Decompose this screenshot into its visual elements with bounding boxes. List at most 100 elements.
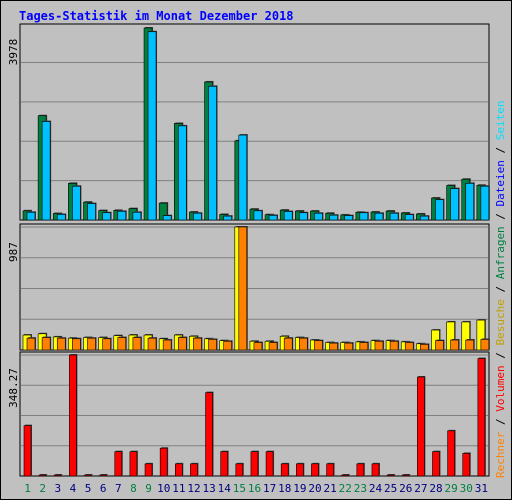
x-label-day-9: 9 xyxy=(145,482,152,495)
bar-rechner-14 xyxy=(223,340,232,351)
bar-volumen-19 xyxy=(296,463,304,477)
legend-part-2: Volumen xyxy=(494,365,507,411)
bar-dateien-20 xyxy=(314,212,323,221)
bar-volumen-31 xyxy=(477,358,486,477)
bar-rechner-17 xyxy=(268,342,278,351)
right-side-legend: Rechner / Volumen / Besuche / Anfragen /… xyxy=(494,100,507,478)
bar-rechner-19 xyxy=(299,337,308,351)
x-label-day-22: 22 xyxy=(339,482,352,495)
y-axis-labels: 3978 987 348.27 xyxy=(7,39,20,408)
bar-volumen-4 xyxy=(69,354,77,477)
bar-rechner-15 xyxy=(238,226,248,351)
bar-rechner-7 xyxy=(117,337,127,351)
x-label-day-21: 21 xyxy=(324,482,337,495)
x-label-day-28: 28 xyxy=(429,482,442,495)
x-label-day-20: 20 xyxy=(308,482,321,495)
bar-dateien-10 xyxy=(162,215,172,221)
bar-dateien-23 xyxy=(359,212,369,221)
bar-dateien-24 xyxy=(374,212,384,221)
chart-bars xyxy=(22,27,490,477)
x-label-day-12: 12 xyxy=(187,482,200,495)
bar-rechner-5 xyxy=(87,337,96,351)
legend-part-4: Besuche xyxy=(494,299,507,345)
x-axis-labels: 1 2 3 4 5 6 7 8 9 10 11 12 13 14 15 16 17 18 19 20 21 22 23 24 2… xyxy=(24,482,488,495)
bar-dateien-4 xyxy=(72,185,81,221)
bar-volumen-23 xyxy=(356,463,365,477)
bar-dateien-18 xyxy=(283,211,293,221)
bar-volumen-14 xyxy=(220,451,228,477)
y-max-label-bottom: 348.27 xyxy=(7,368,20,408)
bar-volumen-29 xyxy=(447,430,455,477)
legend-part-0: Rechner xyxy=(494,431,507,478)
x-label-day-30: 30 xyxy=(460,482,473,495)
bar-dateien-14 xyxy=(223,215,232,221)
bar-dateien-28 xyxy=(435,199,444,221)
legend-part-10: Seiten xyxy=(494,100,507,140)
x-label-day-13: 13 xyxy=(202,482,215,495)
panel-top xyxy=(19,23,490,221)
bar-dateien-19 xyxy=(299,212,308,221)
bar-dateien-11 xyxy=(177,125,187,221)
bar-rechner-1 xyxy=(26,337,36,351)
bar-shadow xyxy=(85,474,93,475)
x-label-day-24: 24 xyxy=(369,482,383,495)
chart-title: Tages-Statistik im Monat Dezember 2018 xyxy=(19,9,294,23)
bar-volumen-13 xyxy=(205,392,213,477)
bar-shadow xyxy=(403,474,411,475)
bar-rechner-30 xyxy=(465,339,475,351)
x-label-day-1: 1 xyxy=(24,482,31,495)
bar-dateien-5 xyxy=(87,203,96,221)
bar-volumen-18 xyxy=(280,463,289,477)
bar-dateien-31 xyxy=(480,185,490,221)
legend-part-8: Dateien xyxy=(494,160,507,206)
bar-volumen-21 xyxy=(326,463,334,477)
bar-dateien-15 xyxy=(238,134,248,221)
bar-rechner-4 xyxy=(72,338,81,351)
bar-rechner-2 xyxy=(41,337,51,351)
x-label-day-27: 27 xyxy=(414,482,427,495)
bar-dateien-26 xyxy=(404,214,414,221)
bar-rechner-11 xyxy=(177,337,187,351)
bar-volumen-2 xyxy=(38,474,47,477)
x-label-day-8: 8 xyxy=(130,482,137,495)
y-max-label-top: 3978 xyxy=(7,39,20,66)
bar-dateien-21 xyxy=(329,214,338,221)
bar-rechner-10 xyxy=(162,339,172,351)
bar-rechner-27 xyxy=(420,344,429,351)
bar-rechner-26 xyxy=(404,342,414,351)
bar-dateien-25 xyxy=(389,212,399,221)
x-label-day-17: 17 xyxy=(263,482,276,495)
bar-volumen-9 xyxy=(144,463,153,477)
bar-rechner-21 xyxy=(329,342,338,351)
bar-dateien-2 xyxy=(41,121,51,221)
bar-volumen-17 xyxy=(265,451,274,477)
x-label-day-3: 3 xyxy=(55,482,62,495)
bar-dateien-3 xyxy=(56,214,66,221)
x-label-day-14: 14 xyxy=(218,482,232,495)
x-label-day-7: 7 xyxy=(115,482,122,495)
bar-dateien-8 xyxy=(132,211,142,221)
bar-volumen-5 xyxy=(84,474,92,477)
x-label-day-26: 26 xyxy=(399,482,412,495)
legend-part-7: / xyxy=(494,206,507,226)
legend-part-9: / xyxy=(494,140,507,160)
bar-dateien-30 xyxy=(465,183,475,221)
bar-volumen-1 xyxy=(23,425,32,477)
bar-rechner-16 xyxy=(253,342,263,351)
bar-volumen-16 xyxy=(250,451,259,477)
bar-volumen-8 xyxy=(129,451,138,477)
panel-middle xyxy=(19,223,490,351)
x-label-day-18: 18 xyxy=(278,482,291,495)
x-label-day-25: 25 xyxy=(384,482,397,495)
bar-dateien-7 xyxy=(117,211,127,221)
bar-volumen-28 xyxy=(432,451,440,477)
legend-part-5: / xyxy=(494,279,507,299)
x-label-day-31: 31 xyxy=(475,482,488,495)
x-label-day-29: 29 xyxy=(445,482,458,495)
bar-volumen-20 xyxy=(311,463,319,477)
x-label-day-15: 15 xyxy=(233,482,246,495)
bar-dateien-16 xyxy=(253,210,263,221)
bar-shadow xyxy=(40,474,48,475)
bar-rechner-22 xyxy=(344,342,354,351)
